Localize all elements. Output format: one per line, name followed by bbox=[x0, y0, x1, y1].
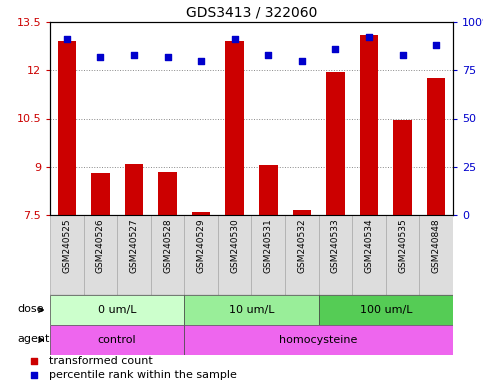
Text: GSM240529: GSM240529 bbox=[197, 218, 206, 273]
Point bbox=[264, 52, 272, 58]
Text: GSM240525: GSM240525 bbox=[62, 218, 71, 273]
Bar bbox=[393, 120, 412, 215]
Text: homocysteine: homocysteine bbox=[280, 335, 358, 345]
Bar bbox=[285, 215, 319, 295]
Point bbox=[30, 358, 38, 364]
Point bbox=[30, 372, 38, 378]
Text: GSM240528: GSM240528 bbox=[163, 218, 172, 273]
Bar bbox=[218, 215, 252, 295]
Point bbox=[365, 35, 373, 41]
Bar bbox=[319, 295, 453, 325]
Bar bbox=[50, 325, 185, 355]
Point bbox=[130, 52, 138, 58]
Bar bbox=[185, 325, 453, 355]
Text: 100 um/L: 100 um/L bbox=[359, 305, 412, 315]
Text: GSM240527: GSM240527 bbox=[129, 218, 139, 273]
Text: GSM240535: GSM240535 bbox=[398, 218, 407, 273]
Text: GSM240533: GSM240533 bbox=[331, 218, 340, 273]
Bar bbox=[185, 295, 319, 325]
Point bbox=[332, 46, 340, 52]
Text: GSM240526: GSM240526 bbox=[96, 218, 105, 273]
Title: GDS3413 / 322060: GDS3413 / 322060 bbox=[186, 5, 317, 20]
Text: GSM240848: GSM240848 bbox=[432, 218, 440, 273]
Point bbox=[231, 36, 239, 43]
Bar bbox=[326, 72, 345, 215]
Bar bbox=[319, 215, 352, 295]
Point bbox=[298, 58, 306, 64]
Bar bbox=[185, 215, 218, 295]
Bar bbox=[252, 215, 285, 295]
Text: GSM240530: GSM240530 bbox=[230, 218, 239, 273]
Text: 0 um/L: 0 um/L bbox=[98, 305, 136, 315]
Point bbox=[432, 42, 440, 48]
Bar bbox=[226, 41, 244, 215]
Bar bbox=[151, 215, 185, 295]
Text: transformed count: transformed count bbox=[49, 356, 153, 366]
Text: agent: agent bbox=[17, 333, 50, 344]
Point bbox=[63, 36, 71, 43]
Text: percentile rank within the sample: percentile rank within the sample bbox=[49, 370, 237, 380]
Bar bbox=[125, 164, 143, 215]
Bar bbox=[158, 172, 177, 215]
Bar bbox=[57, 41, 76, 215]
Text: GSM240534: GSM240534 bbox=[365, 218, 373, 273]
Bar bbox=[352, 215, 386, 295]
Text: GSM240532: GSM240532 bbox=[298, 218, 306, 273]
Text: dose: dose bbox=[17, 303, 44, 313]
Point bbox=[164, 54, 171, 60]
Bar bbox=[192, 212, 211, 215]
Text: GSM240531: GSM240531 bbox=[264, 218, 273, 273]
Bar bbox=[117, 215, 151, 295]
Bar bbox=[360, 35, 378, 215]
Bar bbox=[91, 173, 110, 215]
Point bbox=[197, 58, 205, 64]
Bar bbox=[427, 78, 445, 215]
Point bbox=[97, 54, 104, 60]
Text: control: control bbox=[98, 335, 137, 345]
Bar bbox=[50, 295, 185, 325]
Bar bbox=[84, 215, 117, 295]
Bar bbox=[293, 210, 311, 215]
Point bbox=[399, 52, 407, 58]
Bar bbox=[50, 215, 84, 295]
Bar bbox=[259, 165, 278, 215]
Bar bbox=[386, 215, 419, 295]
Text: 10 um/L: 10 um/L bbox=[229, 305, 274, 315]
Bar bbox=[419, 215, 453, 295]
